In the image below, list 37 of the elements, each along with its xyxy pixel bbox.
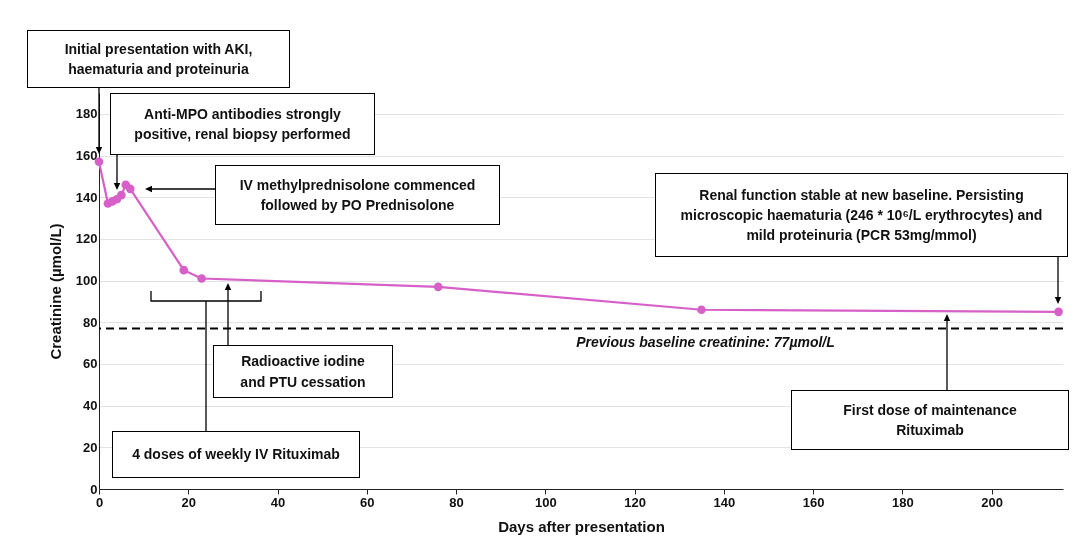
x-axis-title: Days after presentation <box>498 517 665 535</box>
x-tick-label: 200 <box>981 494 1003 510</box>
y-tick-label: 120 <box>75 231 98 247</box>
callout-box: Radioactive iodine and PTU cessation <box>213 345 393 398</box>
x-tick-label: 80 <box>449 494 464 510</box>
y-tick-label: 60 <box>83 356 98 372</box>
y-tick-label: 40 <box>83 398 98 414</box>
x-tick-label: 40 <box>270 494 286 510</box>
callout-box: Renal function stable at new baseline. Persisting microscopic haematuria (246 * 10⁶/L erythrocytes) and mild proteinuria (PCR 53mg/mmol) <box>655 173 1068 257</box>
y-axis-title: Creatinine (µmol/L) <box>46 223 64 360</box>
x-tick-label: 140 <box>713 494 736 510</box>
y-tick-label: 20 <box>83 439 98 455</box>
callout-box: IV methylprednisolone commenced followed by PO Prednisolone <box>215 165 500 225</box>
y-tick-label: 0 <box>90 481 98 497</box>
point <box>125 184 135 194</box>
x-tick-label: 120 <box>624 494 646 510</box>
callout-box: Initial presentation with AKI, haematuria and proteinuria <box>27 30 290 88</box>
y-tick-label: 100 <box>75 273 98 289</box>
point <box>1054 307 1063 317</box>
point <box>197 274 206 283</box>
callout-box: Anti-MPO antibodies strongly positive, renal biopsy performed <box>110 93 375 155</box>
x-tick-label: 20 <box>181 494 196 510</box>
y-tick-label: 180 <box>75 106 98 122</box>
x-tick-label: 100 <box>534 494 557 510</box>
x-tick-label: 160 <box>802 494 825 510</box>
y-tick-label: 140 <box>75 189 98 205</box>
callout-box: 4 doses of weekly IV Rituximab <box>112 431 360 478</box>
point <box>433 282 443 292</box>
point <box>179 265 189 275</box>
x-tick-label: 60 <box>360 494 375 510</box>
callout-box: First dose of maintenance Rituximab <box>791 390 1069 450</box>
x-tick-label: 180 <box>891 494 914 510</box>
point <box>697 305 706 315</box>
ref-line-label: Previous baseline creatinine: 77µmol/L <box>576 333 835 350</box>
y-tick-label: 160 <box>75 148 98 164</box>
point <box>116 190 126 200</box>
y-tick-label: 80 <box>83 314 98 330</box>
